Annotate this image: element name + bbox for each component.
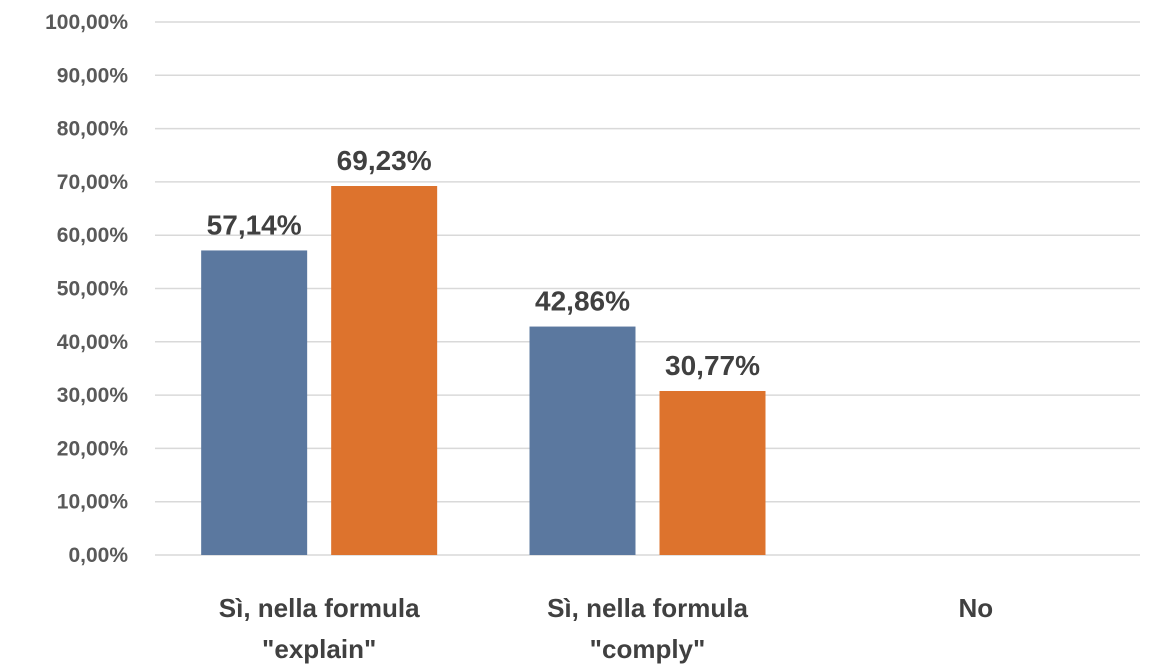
bar	[529, 326, 636, 555]
data-label: 57,14%	[207, 209, 302, 240]
y-tick-label: 60,00%	[57, 224, 129, 247]
y-tick-label: 30,00%	[57, 384, 129, 407]
y-tick-label: 100,00%	[45, 11, 128, 34]
bar	[331, 186, 438, 556]
y-tick-label: 40,00%	[57, 331, 129, 354]
data-label: 42,86%	[535, 286, 630, 317]
y-tick-label: 70,00%	[57, 171, 129, 194]
y-tick-label: 50,00%	[57, 278, 129, 301]
data-label: 69,23%	[337, 145, 432, 176]
y-tick-label: 10,00%	[57, 491, 129, 514]
x-category-label: "comply"	[590, 634, 706, 664]
bar	[659, 390, 766, 555]
x-category-label: Sì, nella formula	[219, 593, 420, 623]
y-tick-label: 0,00%	[68, 544, 128, 567]
y-axis-tick-labels: 0,00% 10,00% 20,00% 30,00% 40,00% 50,00% 60,00…	[45, 11, 128, 567]
x-category-label: No	[958, 593, 993, 623]
x-category-label: "explain"	[262, 634, 376, 664]
data-labels: 57,14% 69,23% 42,86% 30,77%	[207, 145, 760, 381]
y-tick-label: 80,00%	[57, 118, 129, 141]
y-tick-label: 90,00%	[57, 64, 129, 87]
x-category-label: Sì, nella formula	[547, 593, 748, 623]
gridlines	[155, 21, 1140, 556]
y-tick-label: 20,00%	[57, 437, 129, 460]
bars	[201, 186, 766, 556]
bar	[201, 250, 308, 556]
x-axis-category-labels: Sì, nella formula "explain" Sì, nella form…	[219, 593, 993, 664]
data-label: 30,77%	[665, 350, 760, 381]
